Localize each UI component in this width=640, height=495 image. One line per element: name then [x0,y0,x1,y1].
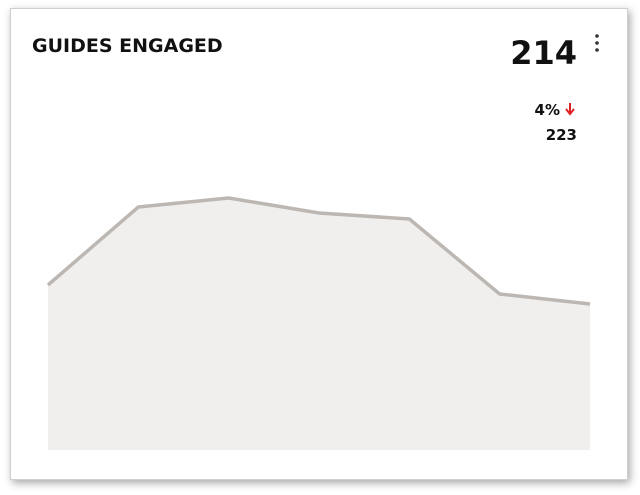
kpi-value: 214 [510,34,577,72]
card-title: GUIDES ENGAGED [32,35,223,57]
menu-button[interactable] [595,34,599,52]
down-arrow [565,103,575,116]
area-line [46,196,591,306]
menu-dot [595,48,599,52]
kpi-change: 4% [535,101,560,119]
menu-dot [595,34,599,38]
kpi-previous: 223 [546,126,577,144]
area-fill [48,198,590,450]
menu-dot [595,41,599,45]
